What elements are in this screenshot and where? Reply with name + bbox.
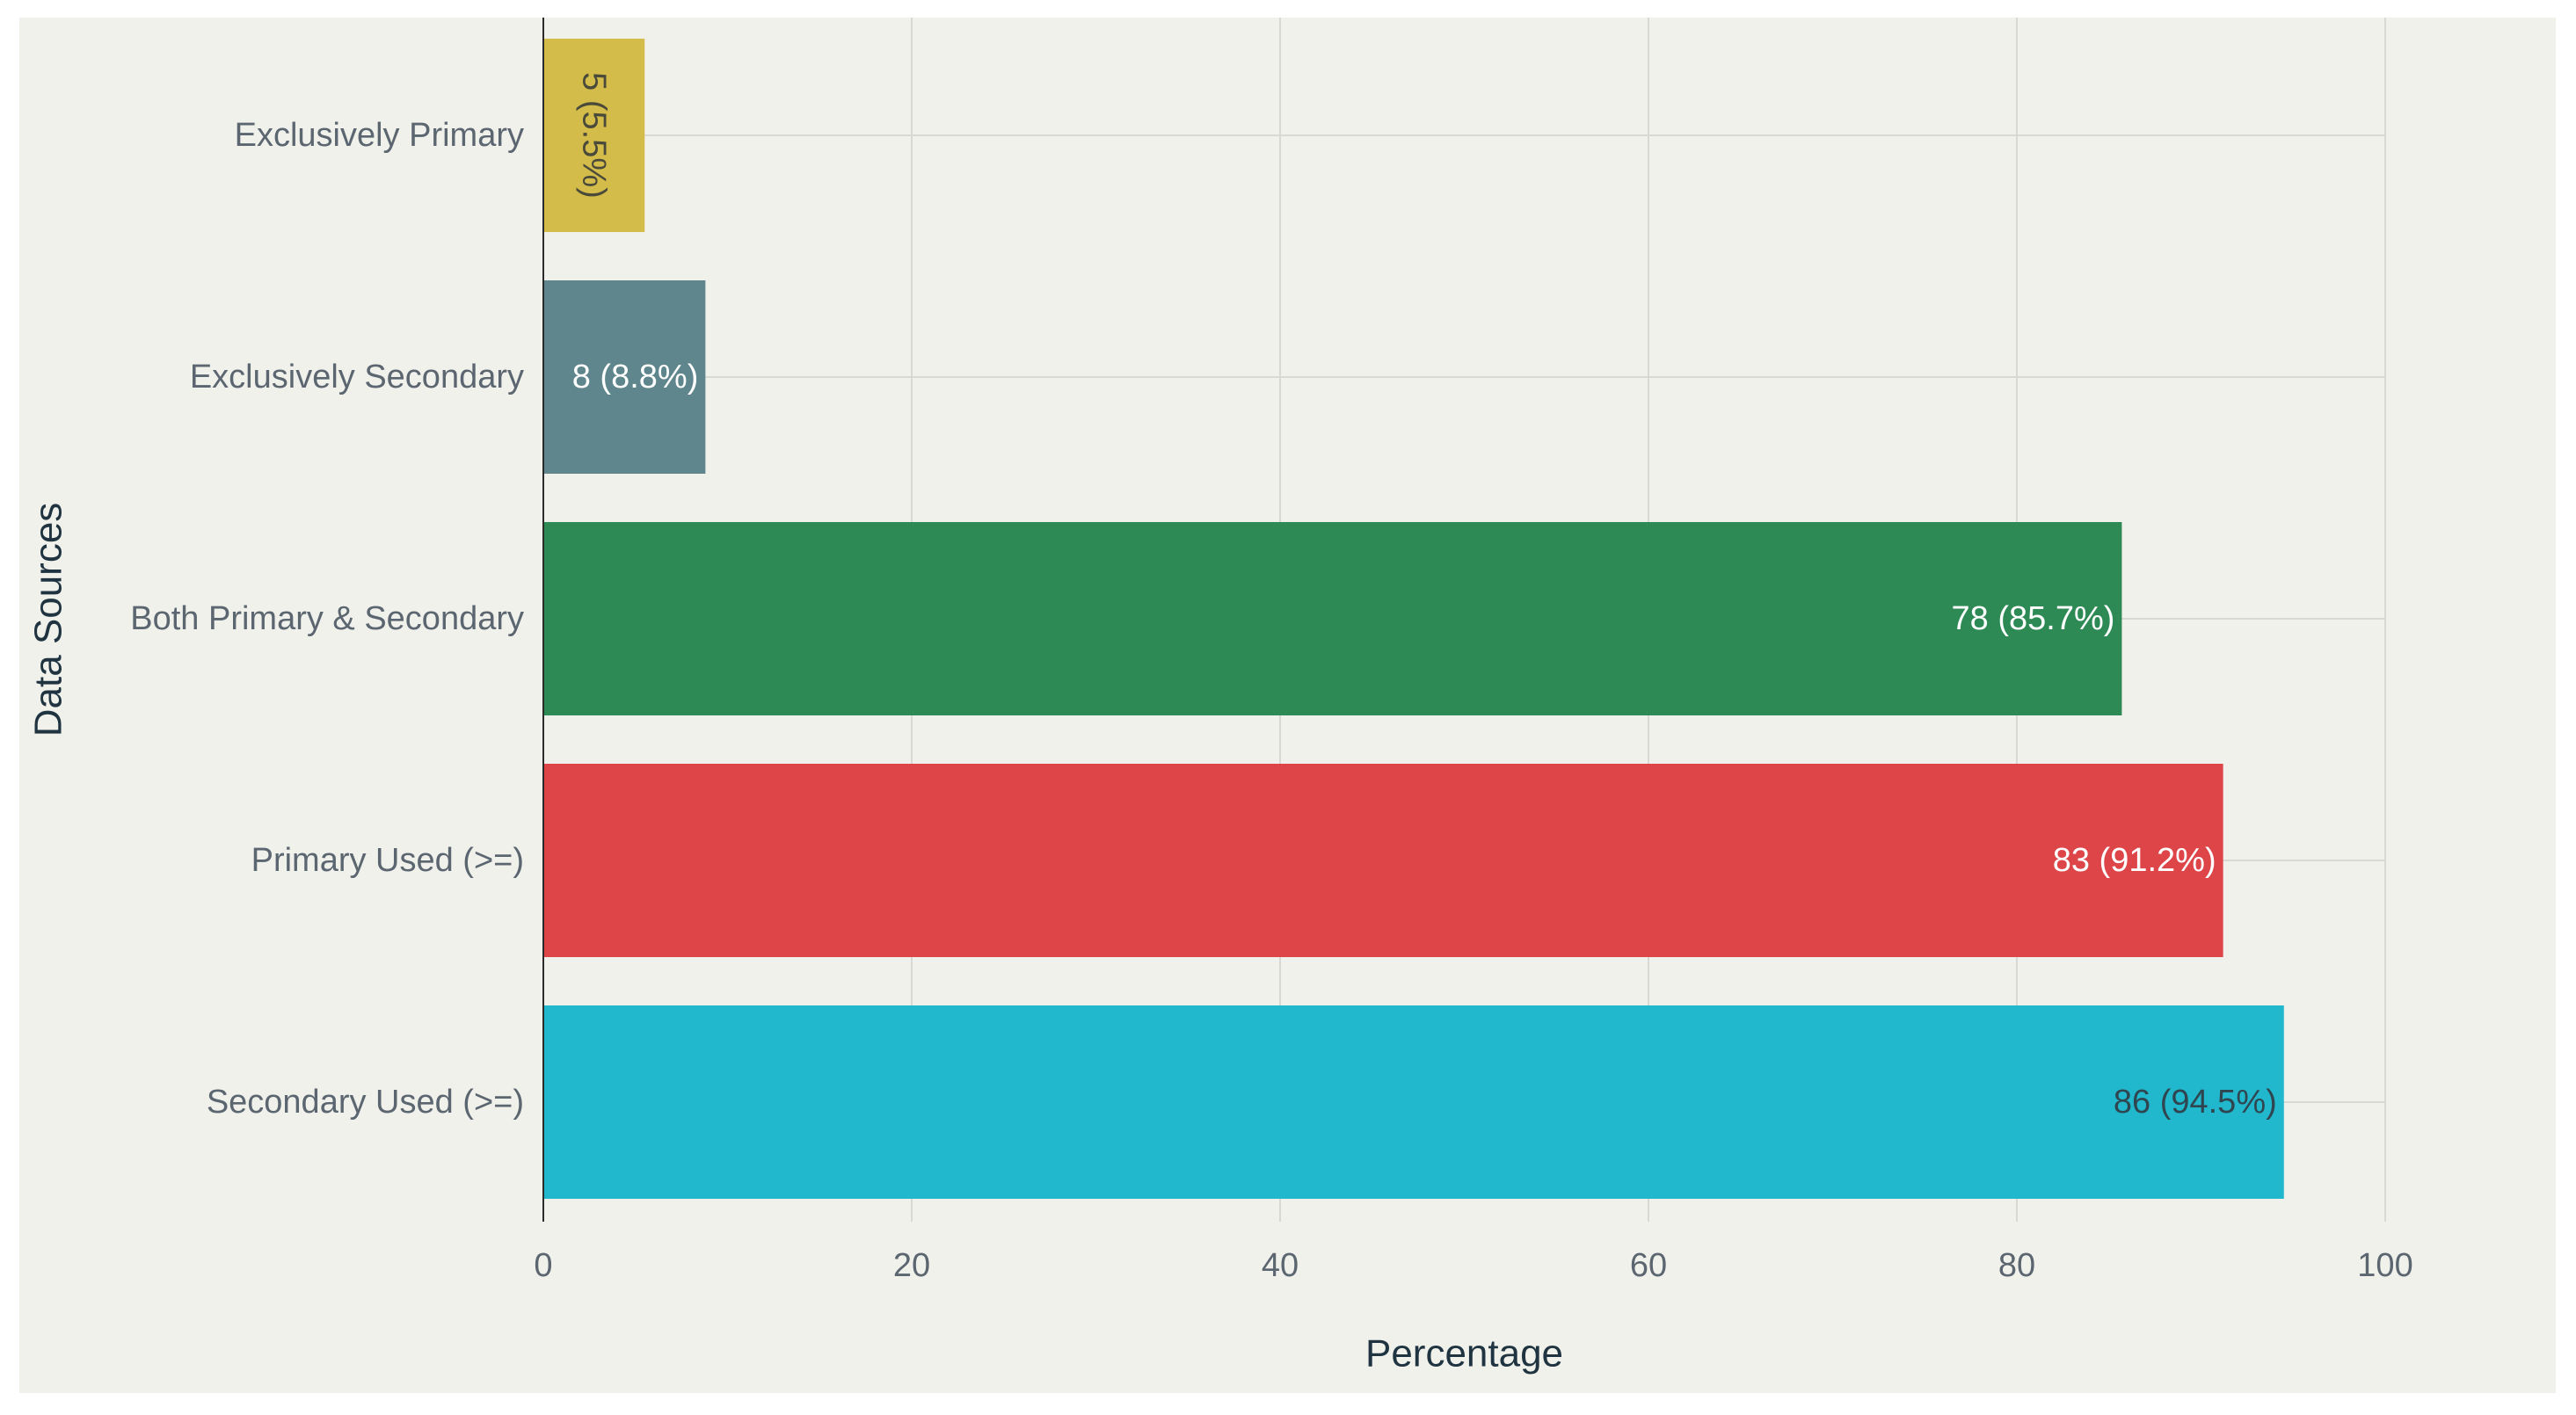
x-tick-label: 20: [893, 1247, 930, 1284]
bar: [543, 39, 645, 232]
x-tick-label: 60: [1630, 1247, 1667, 1284]
x-tick-labels: 0 20 40 60 80 100: [534, 1247, 2412, 1284]
y-tick-label: Both Primary & Secondary: [130, 600, 524, 637]
data-label: 83 (91.2%): [2053, 842, 2216, 879]
data-label: 8 (8.8%): [572, 359, 699, 395]
y-tick-label: Secondary Used (>=): [207, 1084, 524, 1121]
data-label: 78 (85.7%): [1952, 600, 2115, 637]
y-tick-labels: Exclusively Primary Exclusively Secondary…: [130, 117, 524, 1121]
x-axis-title: Percentage: [1365, 1332, 1563, 1375]
y-tick-label: Primary Used (>=): [251, 842, 524, 879]
data-labels: 5 (5.5%) 8 (8.8%) 78 (85.7%) 83 (91.2%) 86 (…: [572, 72, 2277, 1121]
x-tick-label: 100: [2357, 1247, 2412, 1284]
y-tick-label: Exclusively Secondary: [190, 359, 524, 395]
bar: [543, 1005, 2284, 1199]
y-axis-title: Data Sources: [27, 503, 70, 737]
x-tick-label: 0: [534, 1247, 552, 1284]
data-label: 5 (5.5%): [576, 72, 613, 199]
x-tick-label: 80: [1998, 1247, 2035, 1284]
y-tick-label: Exclusively Primary: [235, 117, 524, 154]
bar: [543, 280, 706, 474]
bar: [543, 522, 2122, 715]
bars: [543, 39, 2284, 1199]
data-label: 86 (94.5%): [2114, 1084, 2277, 1121]
x-tick-label: 40: [1262, 1247, 1299, 1284]
bar: [543, 764, 2223, 957]
